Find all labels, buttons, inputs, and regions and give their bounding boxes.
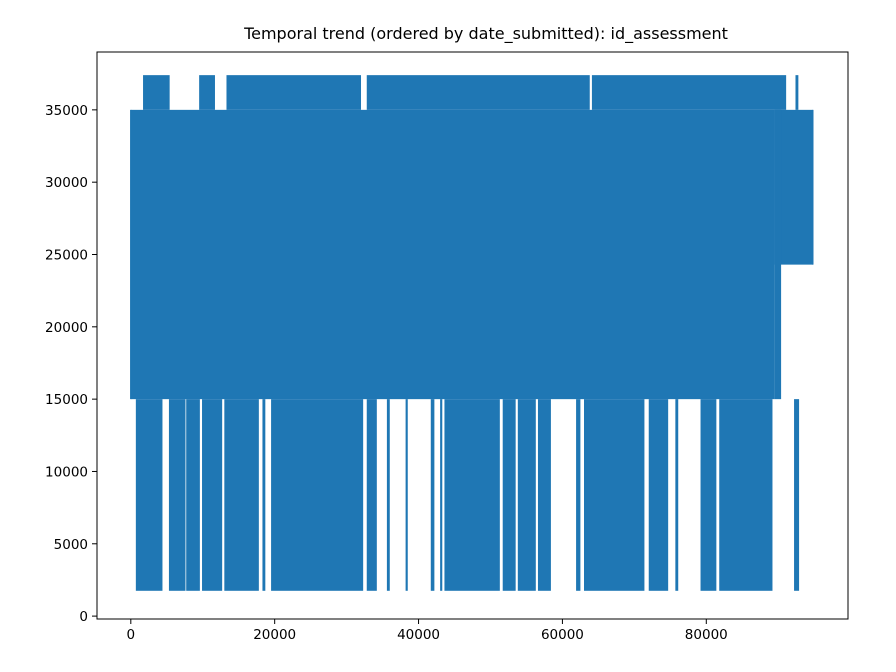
series-line <box>130 75 814 591</box>
y-tick-label: 0 <box>79 609 88 625</box>
series-low-span <box>224 399 259 591</box>
series-low-span <box>186 399 200 591</box>
series-low-span <box>537 399 551 591</box>
series-low-span <box>675 399 679 591</box>
series-high-span <box>366 75 590 110</box>
series-low-span <box>366 399 377 591</box>
series-low-span <box>576 399 581 591</box>
series-high-span <box>795 75 799 110</box>
y-tick-label: 30000 <box>45 175 88 191</box>
plot-area <box>130 75 814 591</box>
series-band-tail-low <box>774 109 782 400</box>
series-low-span <box>405 399 408 591</box>
series-high-span <box>143 75 170 110</box>
series-high-span <box>199 75 215 110</box>
series-low-span <box>700 399 717 591</box>
series-low-span <box>440 399 443 591</box>
series-low-span <box>444 399 500 591</box>
series-low-span <box>502 399 516 591</box>
x-tick-label: 60000 <box>541 627 584 643</box>
series-band <box>130 109 775 400</box>
series-low-span <box>794 399 800 591</box>
x-tick-label: 40000 <box>397 627 440 643</box>
y-tick-label: 15000 <box>45 392 88 408</box>
chart-title: Temporal trend (ordered by date_submitte… <box>243 24 728 44</box>
series-low-span <box>135 399 163 591</box>
series-low-span <box>430 399 435 591</box>
series-low-span <box>386 399 390 591</box>
y-tick-label: 5000 <box>54 537 88 553</box>
series-low-span <box>168 399 186 591</box>
series-low-span <box>648 399 669 591</box>
y-tick-label: 25000 <box>45 248 88 264</box>
x-tick-label: 80000 <box>685 627 728 643</box>
series-low-span <box>262 399 266 591</box>
series-low-span <box>719 399 773 591</box>
series-high-span <box>591 75 787 110</box>
series-high-span <box>226 75 362 110</box>
x-tick-label: 0 <box>127 627 136 643</box>
series-low-span <box>271 399 364 591</box>
y-tick-label: 10000 <box>45 464 88 480</box>
y-tick-label: 35000 <box>45 103 88 119</box>
series-low-span <box>202 399 223 591</box>
series-low-span <box>583 399 645 591</box>
axes: 0 20000 40000 60000 80000 0 5000 10000 15000 2000… <box>45 51 849 643</box>
series-low-span <box>517 399 536 591</box>
y-tick-label: 20000 <box>45 320 88 336</box>
x-tick-label: 20000 <box>253 627 296 643</box>
axes-frame <box>96 51 849 620</box>
